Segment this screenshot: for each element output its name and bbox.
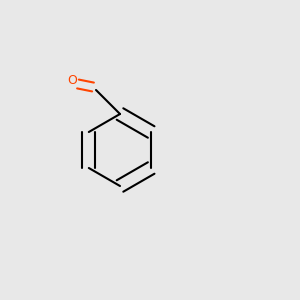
Text: O: O	[67, 74, 77, 88]
